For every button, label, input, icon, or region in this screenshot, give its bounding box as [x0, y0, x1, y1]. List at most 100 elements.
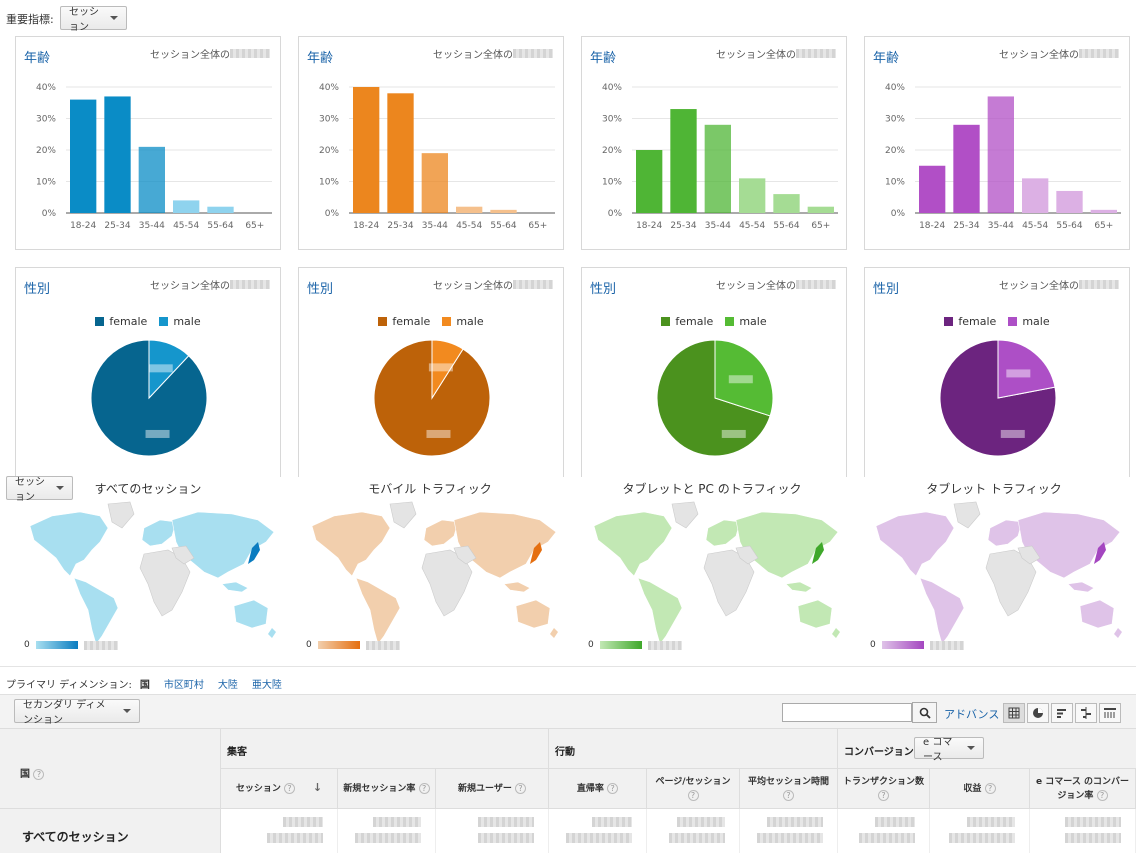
country-header-cell: 国 ?: [0, 729, 221, 809]
column-header[interactable]: 直帰率 ?: [549, 769, 647, 809]
x-tick-label: 25-34: [953, 221, 979, 231]
pivot-view-icon[interactable]: [1099, 703, 1121, 723]
dimension-subcontinent-link[interactable]: 亜大陸: [251, 680, 282, 691]
x-tick-label: 35-44: [705, 221, 731, 231]
gender-card-title[interactable]: 性別: [307, 282, 334, 297]
x-tick-label: 25-34: [670, 221, 696, 231]
pie-view-icon[interactable]: [1027, 703, 1049, 723]
redacted-value: [513, 280, 553, 289]
help-icon[interactable]: ?: [284, 783, 296, 794]
legend-label: female: [675, 315, 714, 328]
column-header[interactable]: セッション ? ↓: [221, 769, 338, 809]
help-icon[interactable]: ?: [984, 782, 996, 794]
column-header[interactable]: 新規セッション率 ?: [338, 769, 436, 809]
performance-view-icon[interactable]: [1051, 703, 1073, 723]
southeast-asia: [221, 581, 249, 593]
map-dropdown-value: セッション: [15, 477, 45, 503]
redacted-value: [1079, 280, 1119, 289]
column-header[interactable]: 新規ユーザー ?: [436, 769, 549, 809]
legend-item-female: female: [95, 315, 147, 328]
age-card-title[interactable]: 年齢: [590, 51, 617, 66]
column-header[interactable]: 収益 ?: [930, 769, 1030, 809]
y-tick-label: 40%: [319, 83, 339, 93]
age-bar: [490, 209, 517, 213]
search-input[interactable]: [782, 703, 912, 722]
dimension-country[interactable]: 国: [139, 680, 150, 691]
y-tick-label: 0%: [891, 209, 906, 219]
y-tick-label: 40%: [602, 83, 622, 93]
table-view-icon[interactable]: [1003, 703, 1025, 723]
map-title: タブレットと PC のトラフィック: [622, 482, 802, 496]
southeast-asia: [503, 581, 531, 593]
world-map: [875, 501, 1122, 645]
column-header[interactable]: トランザクション数 ?: [838, 769, 930, 809]
comparison-view-icon[interactable]: [1075, 703, 1097, 723]
y-tick-label: 10%: [319, 178, 339, 188]
help-icon: ?: [33, 768, 45, 780]
y-tick-label: 40%: [885, 83, 905, 93]
dimension-city-link[interactable]: 市区町村: [163, 680, 204, 691]
age-card-title[interactable]: 年齢: [24, 51, 51, 66]
legend-label: male: [739, 315, 767, 328]
age-bar: [138, 146, 165, 213]
help-icon[interactable]: ?: [607, 782, 619, 794]
legend-swatch: [661, 317, 671, 326]
map-metric-dropdown[interactable]: セッション: [6, 476, 73, 503]
column-header-label: 収益 ?: [963, 782, 996, 796]
age-card-title[interactable]: 年齢: [307, 51, 334, 66]
map-title: すべてのセッション: [94, 482, 202, 496]
age-card-title[interactable]: 年齢: [873, 51, 900, 66]
age-bar: [104, 96, 131, 213]
southeast-asia: [785, 581, 813, 593]
search-button[interactable]: [912, 702, 937, 723]
help-icon[interactable]: ?: [878, 789, 889, 801]
total-row-label: すべてのセッション: [22, 830, 129, 844]
x-tick-label: 18-24: [636, 221, 662, 231]
gender-legend: female male: [582, 315, 846, 328]
column-header-label: 直帰率 ?: [577, 782, 619, 796]
legend-label: male: [456, 315, 484, 328]
table-row: すべてのセッション: [0, 809, 221, 853]
gender-card: 性別 セッション全体の female male: [864, 267, 1130, 477]
help-icon[interactable]: ?: [514, 782, 526, 794]
scale-gradient: [317, 641, 360, 649]
column-header[interactable]: 平均セッション時間 ?: [740, 769, 838, 809]
age-bar: [670, 109, 697, 213]
age-bar-chart: 40% 30% 20% 10% 0% 18-24 25-34 35-44 45-54 55-64 6…: [602, 83, 838, 231]
redacted-value: [859, 833, 915, 843]
gender-card-title[interactable]: 性別: [873, 282, 900, 297]
gender-card-subtitle: セッション全体の: [999, 277, 1119, 292]
redacted-value: [566, 833, 632, 843]
help-icon[interactable]: ?: [687, 789, 699, 801]
metric-dropdown[interactable]: セッション: [60, 6, 127, 33]
europe: [141, 519, 177, 547]
x-tick-label: 45-54: [739, 221, 765, 231]
column-header[interactable]: e コマース のコンバージョン率 ?: [1030, 769, 1136, 809]
secondary-dimension-dropdown[interactable]: セカンダリ ディメンション: [14, 699, 140, 726]
redacted-value: [513, 49, 553, 58]
gender-card-title[interactable]: 性別: [590, 282, 617, 297]
advanced-link[interactable]: アドバンス: [944, 708, 1000, 721]
table-cell: [221, 809, 338, 853]
europe: [705, 519, 741, 547]
table-cell: [930, 809, 1030, 853]
australia: [797, 599, 833, 629]
help-icon[interactable]: ?: [783, 789, 794, 801]
chevron-down-icon: [110, 16, 118, 20]
help-icon[interactable]: ?: [1096, 789, 1108, 801]
column-header[interactable]: ページ/セッション ?: [647, 769, 740, 809]
pie-slice-female: [656, 339, 771, 457]
sort-desc-icon[interactable]: ↓: [309, 781, 323, 794]
conversion-select[interactable]: e コマース: [914, 737, 984, 763]
column-header-label: e コマース のコンバージョン率 ?: [1036, 776, 1129, 801]
beh-group-header: 行動: [549, 729, 838, 769]
redacted-value: [365, 640, 400, 650]
legend-swatch: [725, 317, 735, 326]
gender-card-title[interactable]: 性別: [24, 282, 51, 297]
redacted-value: [677, 817, 725, 827]
greenland: [953, 501, 981, 529]
dimension-continent-link[interactable]: 大陸: [217, 680, 238, 691]
redacted-value: [478, 817, 534, 827]
help-icon[interactable]: ?: [418, 782, 430, 794]
primary-dimension-bar: プライマリ ディメンション: 国 市区町村 大陸 亜大陸: [6, 676, 282, 691]
